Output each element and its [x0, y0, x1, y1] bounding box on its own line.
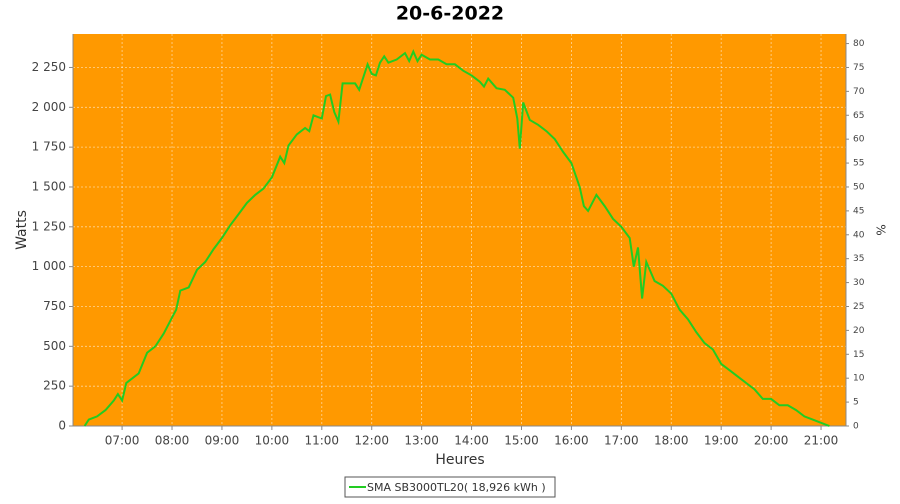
x-tick-label: 13:00	[404, 434, 439, 448]
y2-tick-label: 5	[853, 398, 859, 408]
y2-tick-label: 80	[853, 39, 865, 49]
x-tick-label: 20:00	[754, 434, 789, 448]
y2-tick-label: 50	[853, 182, 865, 192]
y-tick-label: 2 250	[32, 60, 66, 74]
x-tick-label: 09:00	[205, 434, 240, 448]
y2-tick-label: 30	[853, 278, 865, 288]
x-tick-label: 12:00	[354, 434, 389, 448]
y2-tick-label: 35	[853, 254, 864, 264]
y-tick-label: 1 500	[32, 179, 66, 193]
y2-axis-label: %	[874, 224, 888, 235]
y-tick-label: 500	[43, 339, 66, 353]
y2-tick-label: 70	[853, 87, 865, 97]
y2-tick-label: 40	[853, 230, 865, 240]
x-tick-label: 07:00	[105, 434, 140, 448]
legend-label: SMA SB3000TL20( 18,926 kWh )	[367, 481, 546, 494]
y-tick-label: 0	[58, 419, 66, 433]
x-tick-label: 11:00	[304, 434, 339, 448]
y2-tick-label: 15	[853, 350, 864, 360]
y-tick-label: 250	[43, 379, 66, 393]
y2-tick-label: 25	[853, 302, 864, 312]
y-tick-label: 2 000	[32, 100, 66, 114]
chart-title: 20-6-2022	[396, 3, 504, 25]
y2-tick-label: 75	[853, 63, 864, 73]
x-tick-label: 15:00	[504, 434, 539, 448]
y2-tick-label: 20	[853, 326, 865, 336]
plot-area	[73, 34, 846, 426]
y-tick-label: 1 000	[32, 259, 66, 273]
y2-tick-label: 60	[853, 135, 865, 145]
y2-tick-label: 45	[853, 206, 864, 216]
x-tick-label: 08:00	[155, 434, 190, 448]
x-tick-label: 16:00	[554, 434, 589, 448]
y-tick-label: 750	[43, 299, 66, 313]
y-tick-label: 1 750	[32, 140, 66, 154]
y2-tick-label: 55	[853, 159, 864, 169]
x-tick-label: 21:00	[804, 434, 839, 448]
x-tick-label: 17:00	[604, 434, 639, 448]
x-axis-label: Heures	[435, 452, 484, 468]
x-tick-label: 19:00	[704, 434, 739, 448]
legend-box	[344, 476, 556, 498]
y2-tick-label: 10	[853, 374, 865, 384]
y2-tick-label: 0	[853, 422, 859, 432]
x-tick-label: 14:00	[454, 434, 489, 448]
y-tick-label: 1 250	[32, 219, 66, 233]
y2-tick-label: 65	[853, 111, 864, 121]
series-line	[83, 48, 830, 427]
x-tick-label: 10:00	[255, 434, 290, 448]
y-axis-label: Watts	[14, 210, 30, 250]
x-tick-label: 18:00	[654, 434, 689, 448]
